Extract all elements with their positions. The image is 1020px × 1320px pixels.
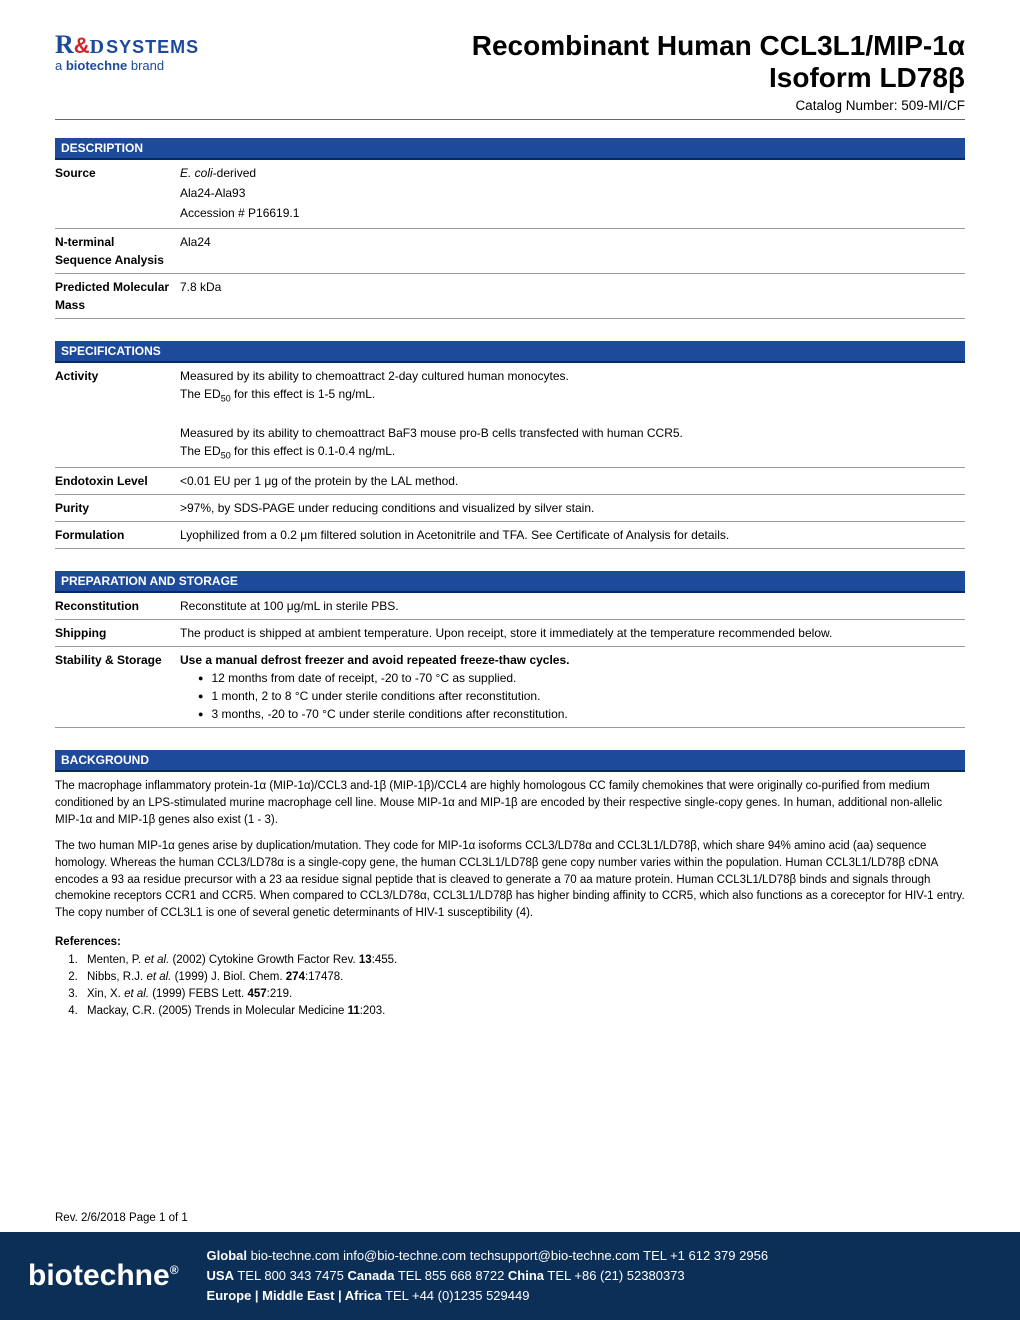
bullet-list: 12 months from date of receipt, -20 to -…	[180, 669, 965, 723]
spec-label: Activity	[55, 367, 180, 463]
bullet-item: 1 month, 2 to 8 °C under sterile conditi…	[198, 687, 965, 705]
spec-row: ActivityMeasured by its ability to chemo…	[55, 363, 965, 468]
spec-value: The product is shipped at ambient temper…	[180, 624, 965, 642]
description-section: DESCRIPTION SourceE. coli-derived Ala24-A…	[55, 138, 965, 319]
spec-value: Use a manual defrost freezer and avoid r…	[180, 651, 965, 723]
spec-value: Ala24	[180, 233, 965, 269]
background-text: The macrophage inflammatory protein-1α (…	[55, 778, 965, 921]
spec-row: FormulationLyophilized from a 0.2 μm fil…	[55, 522, 965, 549]
footer-line3: Europe | Middle East | Africa TEL +44 (0…	[207, 1286, 769, 1306]
spec-row: N-terminal Sequence AnalysisAla24	[55, 229, 965, 274]
footer-logo: biotechne®	[28, 1259, 179, 1293]
spec-row: Endotoxin Level<0.01 EU per 1 μg of the …	[55, 468, 965, 495]
catalog-number: Catalog Number: 509-MI/CF	[472, 98, 965, 113]
logo-subtitle: a biotechne brand	[55, 58, 199, 73]
spec-row: Purity>97%, by SDS-PAGE under reducing c…	[55, 495, 965, 522]
spec-line: Ala24-Ala93	[180, 184, 965, 202]
spec-label: Shipping	[55, 624, 180, 642]
spec-label: Purity	[55, 499, 180, 517]
specifications-header: SPECIFICATIONS	[55, 341, 965, 363]
background-header: BACKGROUND	[55, 750, 965, 772]
logo-top: R & D SYSTEMS	[55, 30, 199, 60]
bullet-item: 3 months, -20 to -70 °C under sterile co…	[198, 705, 965, 723]
spec-label: N-terminal Sequence Analysis	[55, 233, 180, 269]
logo-sub-bold: biotechne	[66, 58, 127, 73]
spec-row: Stability & StorageUse a manual defrost …	[55, 647, 965, 728]
footer-line2: USA TEL 800 343 7475 Canada TEL 855 668 …	[207, 1266, 769, 1286]
spec-value: >97%, by SDS-PAGE under reducing conditi…	[180, 499, 965, 517]
reference-item: Nibbs, R.J. et al. (1999) J. Biol. Chem.…	[81, 969, 965, 986]
preparation-header: PREPARATION AND STORAGE	[55, 571, 965, 593]
logo-systems: SYSTEMS	[106, 37, 199, 58]
logo-sub-a: a	[55, 58, 66, 73]
footer-logo-text: biotechne	[28, 1259, 170, 1292]
product-title-1: Recombinant Human CCL3L1/MIP-1α	[472, 30, 965, 62]
spec-row: SourceE. coli-derived Ala24-Ala93 Accessio…	[55, 160, 965, 229]
spec-line: Ala24	[180, 233, 965, 251]
spec-value: 7.8 kDa	[180, 278, 965, 314]
spec-label: Reconstitution	[55, 597, 180, 615]
background-paragraph: The two human MIP-1α genes arise by dupl…	[55, 838, 965, 921]
spec-value: Reconstitute at 100 μg/mL in sterile PBS…	[180, 597, 965, 615]
spec-label: Source	[55, 164, 180, 224]
spec-row: Predicted Molecular Mass7.8 kDa	[55, 274, 965, 319]
logo-r: R	[55, 30, 74, 60]
background-section: BACKGROUND The macrophage inflammatory p…	[55, 750, 965, 1020]
spec-value: Lyophilized from a 0.2 μm filtered solut…	[180, 526, 965, 544]
references-title: References:	[55, 936, 965, 948]
references-list: Menten, P. et al. (2002) Cytokine Growth…	[55, 952, 965, 1021]
logo-d: D	[90, 36, 104, 59]
bullet-item: 12 months from date of receipt, -20 to -…	[198, 669, 965, 687]
spec-line: E. coli-derived	[180, 164, 965, 182]
spec-row: ShippingThe product is shipped at ambien…	[55, 620, 965, 647]
header: R & D SYSTEMS a biotechne brand Recombin…	[55, 30, 965, 120]
product-title-2: Isoform LD78β	[472, 62, 965, 94]
reference-item: Mackay, C.R. (2005) Trends in Molecular …	[81, 1003, 965, 1020]
spec-value: <0.01 EU per 1 μg of the protein by the …	[180, 472, 965, 490]
spec-line: 7.8 kDa	[180, 278, 965, 296]
footer-contact: Global bio-techne.com info@bio-techne.co…	[207, 1246, 769, 1306]
logo-sub-brand: brand	[127, 58, 164, 73]
revision-text: Rev. 2/6/2018 Page 1 of 1	[55, 1212, 188, 1224]
specifications-section: SPECIFICATIONS ActivityMeasured by its a…	[55, 341, 965, 549]
footer: biotechne® Global bio-techne.com info@bi…	[0, 1232, 1020, 1320]
spec-label: Stability & Storage	[55, 651, 180, 723]
title-block: Recombinant Human CCL3L1/MIP-1α Isoform …	[472, 30, 965, 113]
spec-line: Accession # P16619.1	[180, 204, 965, 222]
logo-amp-icon: &	[74, 33, 90, 59]
reference-item: Xin, X. et al. (1999) FEBS Lett. 457:219…	[81, 986, 965, 1003]
reference-item: Menten, P. et al. (2002) Cytokine Growth…	[81, 952, 965, 969]
preparation-section: PREPARATION AND STORAGE ReconstitutionRe…	[55, 571, 965, 728]
spec-value: E. coli-derived Ala24-Ala93 Accession # P1…	[180, 164, 965, 224]
registered-icon: ®	[170, 1263, 179, 1277]
spec-label: Predicted Molecular Mass	[55, 278, 180, 314]
spec-label: Formulation	[55, 526, 180, 544]
spec-row: ReconstitutionReconstitute at 100 μg/mL …	[55, 593, 965, 620]
spec-label: Endotoxin Level	[55, 472, 180, 490]
spec-value: Measured by its ability to chemoattract …	[180, 367, 965, 463]
footer-line1: Global bio-techne.com info@bio-techne.co…	[207, 1246, 769, 1266]
background-paragraph: The macrophage inflammatory protein-1α (…	[55, 778, 965, 828]
page: R & D SYSTEMS a biotechne brand Recombin…	[0, 0, 1020, 1320]
description-header: DESCRIPTION	[55, 138, 965, 160]
brand-logo: R & D SYSTEMS a biotechne brand	[55, 30, 199, 73]
